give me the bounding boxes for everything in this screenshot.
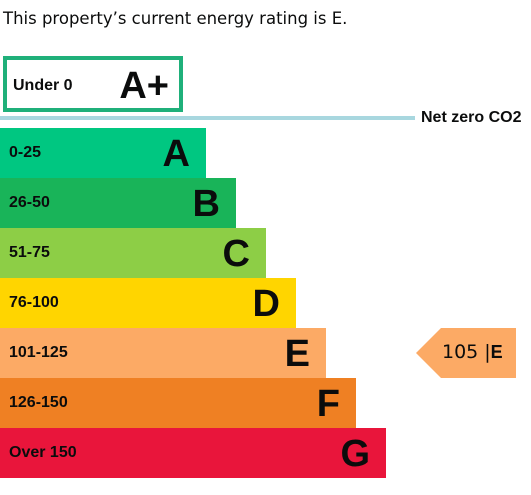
band-a-plus-letter: A+ <box>119 65 169 107</box>
net-zero-label: Net zero CO2 <box>421 109 522 126</box>
band-a-letter: A <box>162 133 190 175</box>
band-d-range: 76-100 <box>9 294 59 311</box>
band-c: 51-75 C <box>0 228 266 278</box>
current-rating-arrow <box>416 328 516 378</box>
intro-text: This property’s current energy rating is… <box>3 9 348 28</box>
net-zero-line <box>0 116 415 120</box>
band-b: 26-50 B <box>0 178 236 228</box>
band-d: 76-100 D <box>0 278 296 328</box>
band-c-range: 51-75 <box>9 244 50 261</box>
band-f: 126-150 F <box>0 378 356 428</box>
band-e: 101-125 E <box>0 328 326 378</box>
band-d-letter: D <box>252 283 280 325</box>
band-a-plus: Under 0 A+ <box>3 56 183 112</box>
band-b-range: 26-50 <box>9 194 50 211</box>
band-g-range: Over 150 <box>9 444 77 461</box>
current-rating-value: 105 <box>442 341 479 363</box>
band-e-letter: E <box>284 333 310 375</box>
band-f-range: 126-150 <box>9 394 68 411</box>
band-a-range: 0-25 <box>9 144 42 161</box>
current-rating-letter: E <box>490 342 503 362</box>
band-b-letter: B <box>192 183 220 225</box>
band-g-letter: G <box>340 433 370 475</box>
band-e-range: 101-125 <box>9 344 68 361</box>
band-c-letter: C <box>222 233 250 275</box>
current-rating-separator: | <box>484 341 491 363</box>
band-f-letter: F <box>316 383 340 425</box>
band-g: Over 150 G <box>0 428 386 478</box>
band-a-plus-range: Under 0 <box>13 77 73 94</box>
band-a: 0-25 A <box>0 128 206 178</box>
current-rating-text: 105 |E <box>442 341 503 363</box>
current-rating-marker: 105 |E <box>416 328 516 378</box>
